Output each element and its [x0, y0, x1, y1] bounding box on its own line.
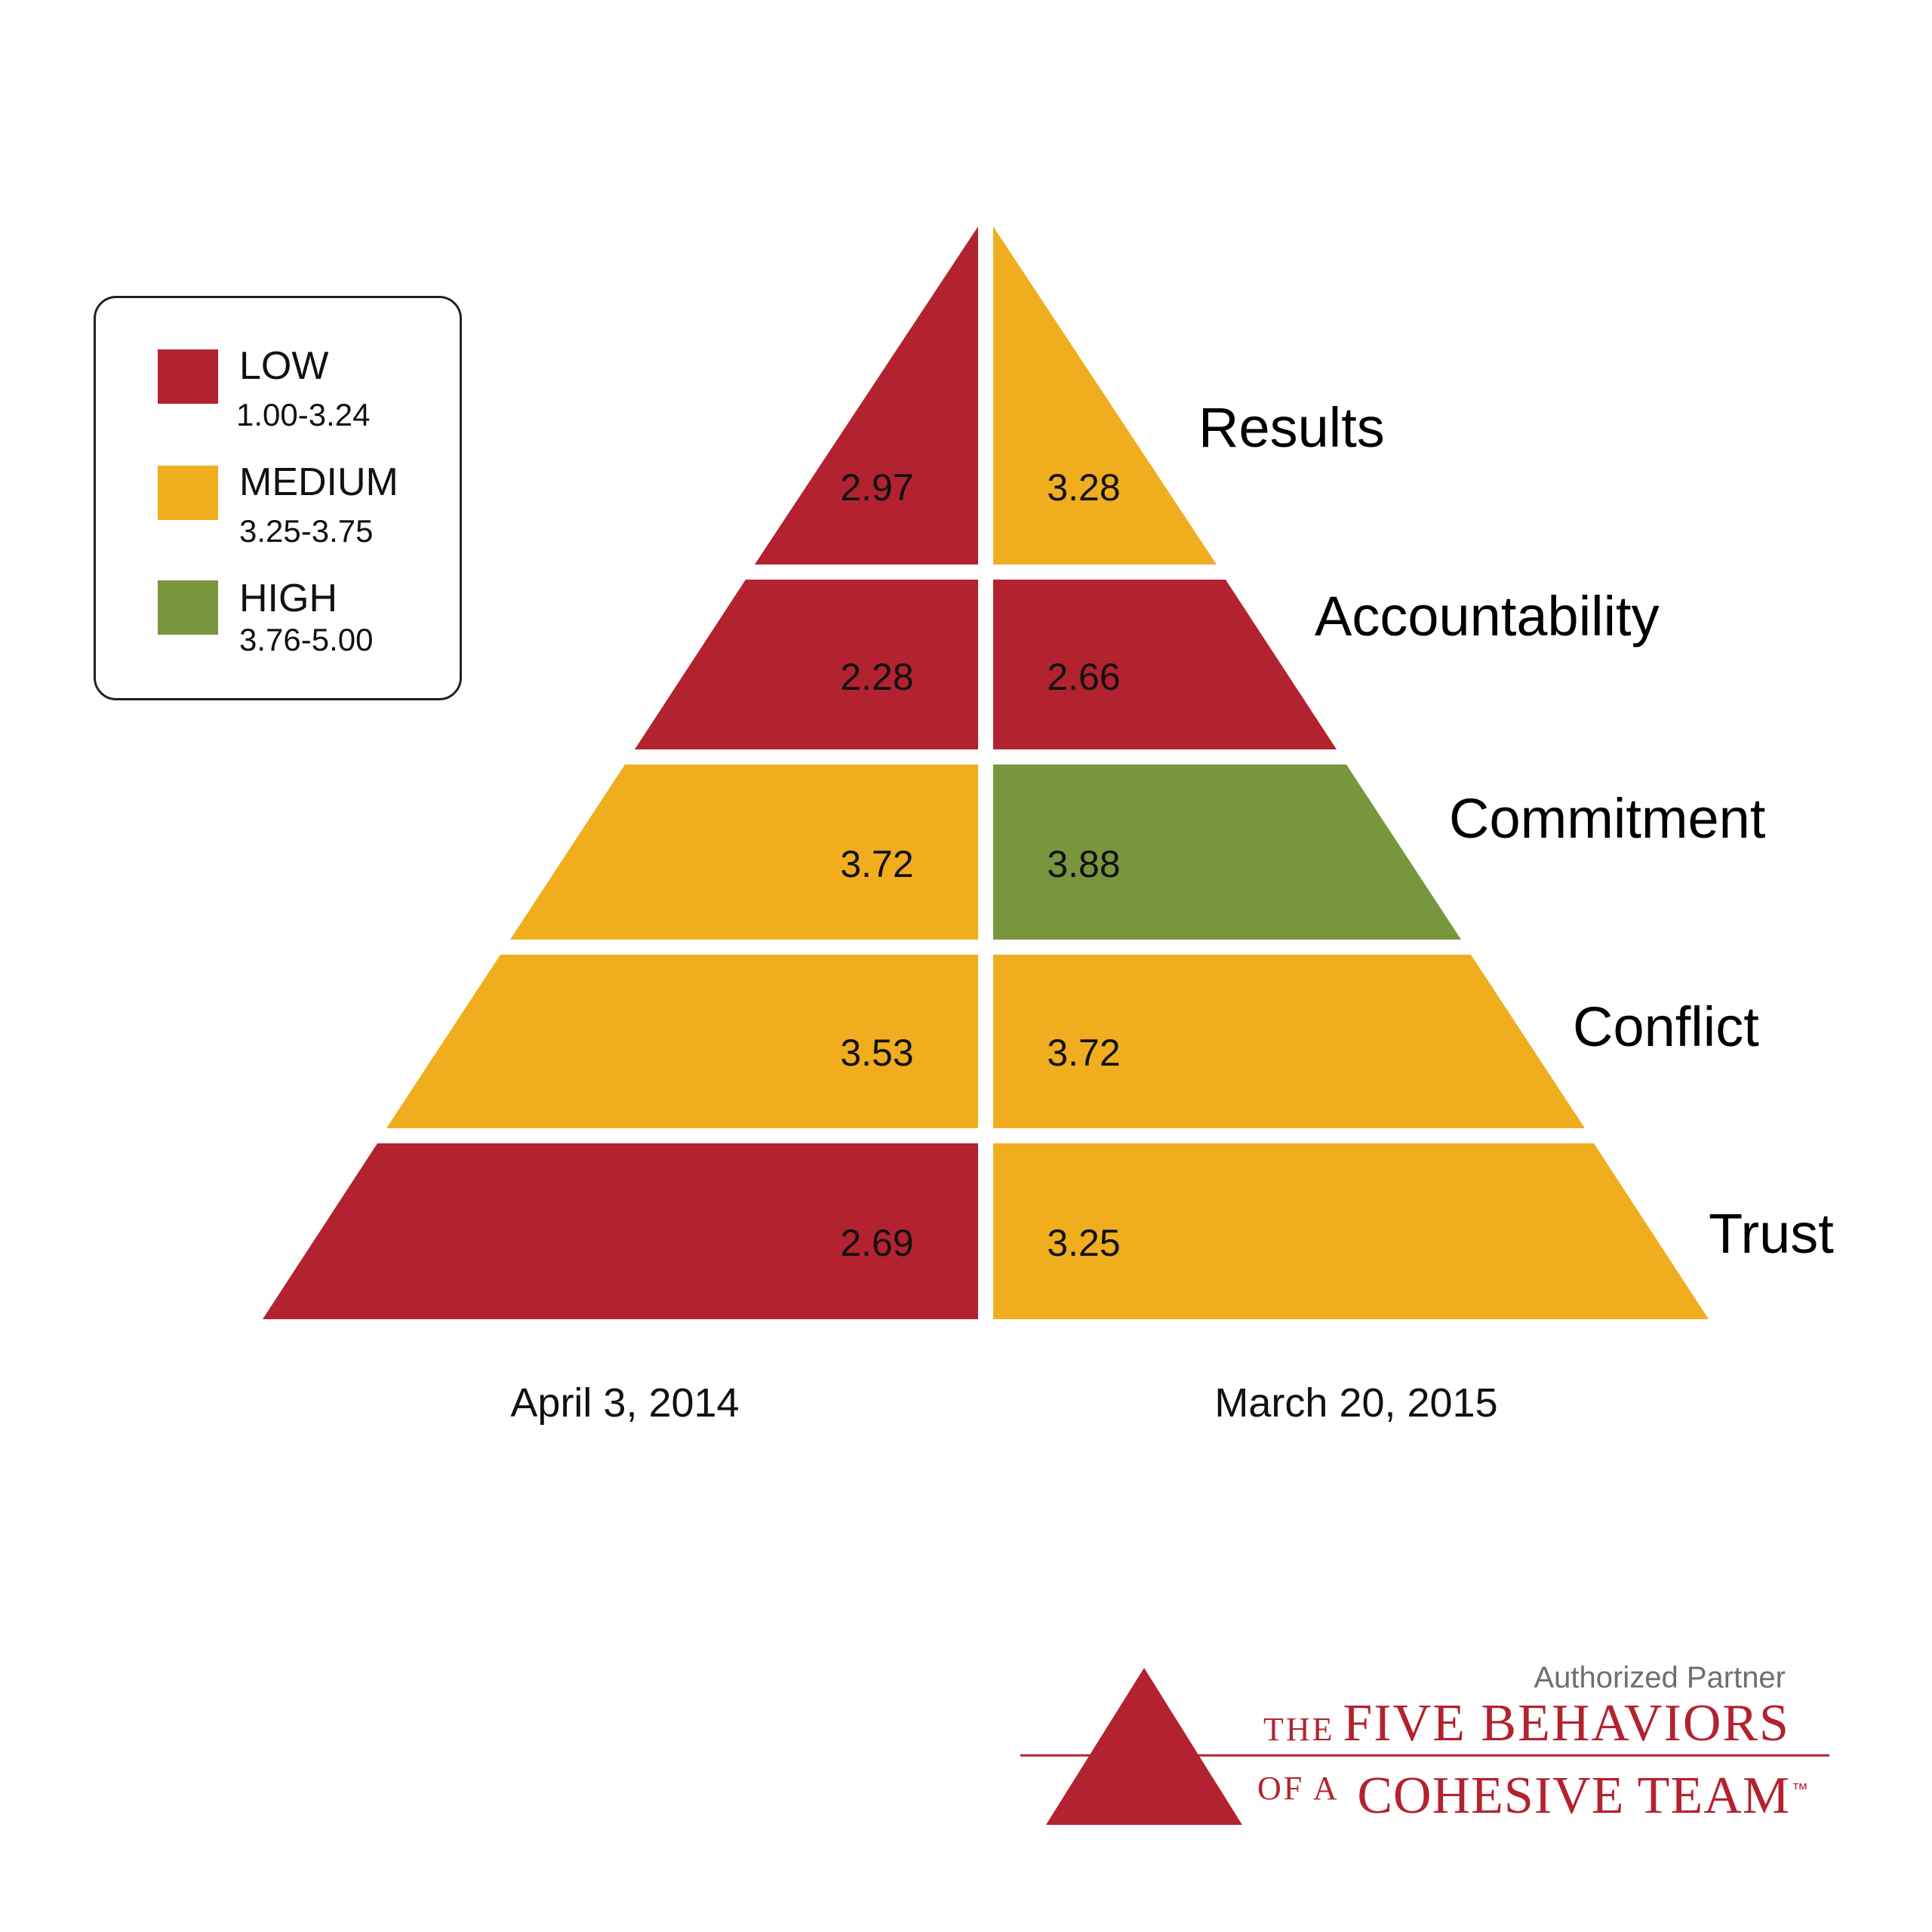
conflict-left-segment	[386, 955, 978, 1128]
conflict-right-segment	[993, 955, 1585, 1128]
legend-level-medium: MEDIUM	[239, 460, 398, 504]
conflict-right-score: 3.72	[1047, 1032, 1120, 1074]
assessment-date-left: April 3, 2014	[510, 1380, 739, 1426]
commitment-label: Commitment	[1449, 787, 1766, 850]
conflict-left-score: 3.53	[840, 1032, 913, 1074]
legend-swatch-medium	[158, 466, 218, 520]
trust-left-segment	[263, 1143, 978, 1319]
logo-the: THE	[1263, 1711, 1335, 1748]
trust-label: Trust	[1709, 1202, 1834, 1265]
legend-range-low: 1.00-3.24	[236, 397, 371, 432]
commitment-right-segment	[993, 764, 1461, 940]
accountability-right-score: 2.66	[1047, 656, 1120, 698]
logo-cohesive-team: COHESIVE TEAM	[1357, 1767, 1790, 1825]
logo-five-behaviors: FIVE BEHAVIORS	[1343, 1694, 1790, 1752]
legend-swatch-low	[158, 349, 218, 404]
commitment-right-score: 3.88	[1047, 843, 1120, 885]
results-left-segment	[755, 226, 978, 565]
logo-trademark: ™	[1792, 1780, 1808, 1798]
brand-logo: Authorized Partner THE FIVE BEHAVIORS OF…	[1020, 1661, 1829, 1825]
accountability-right-segment	[993, 580, 1337, 749]
results-right-segment	[993, 226, 1217, 565]
commitment-left-segment	[510, 764, 978, 940]
results-label: Results	[1198, 396, 1385, 459]
logo-of-a: OF A	[1257, 1770, 1340, 1807]
logo-triangle	[1046, 1668, 1242, 1825]
assessment-date-right: March 20, 2015	[1214, 1380, 1497, 1426]
legend-range-high: 3.76-5.00	[239, 622, 374, 657]
legend-level-low: LOW	[239, 344, 329, 388]
commitment-left-score: 3.72	[840, 843, 913, 885]
legend: LOW 1.00-3.24 MEDIUM 3.25-3.75 HIGH 3.76…	[94, 296, 462, 700]
legend-range-medium: 3.25-3.75	[239, 513, 374, 549]
trust-left-score: 2.69	[840, 1222, 913, 1264]
accountability-left-score: 2.28	[840, 656, 913, 698]
trust-right-score: 3.25	[1047, 1222, 1120, 1264]
results-right-score: 3.28	[1047, 466, 1120, 509]
results-left-score: 2.97	[840, 466, 913, 509]
legend-swatch-high	[158, 580, 218, 635]
logo-tagline: Authorized Partner	[1534, 1661, 1786, 1694]
accountability-label: Accountability	[1315, 585, 1660, 648]
trust-right-segment	[993, 1143, 1709, 1319]
legend-level-high: HIGH	[239, 577, 337, 620]
accountability-left-segment	[635, 580, 978, 749]
conflict-label: Conflict	[1573, 995, 1759, 1058]
